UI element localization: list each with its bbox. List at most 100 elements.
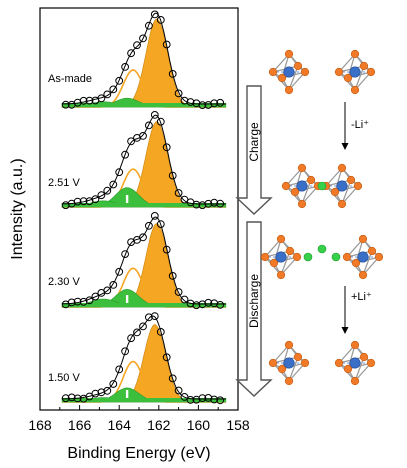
plot-frame xyxy=(39,7,239,411)
data-point xyxy=(180,295,189,304)
data-point xyxy=(150,111,159,119)
atom-orange xyxy=(260,252,270,262)
atom-orange xyxy=(358,234,368,244)
data-point xyxy=(210,198,219,207)
atom-blue xyxy=(283,357,295,369)
atom-orange xyxy=(284,85,294,95)
data-point xyxy=(115,267,124,276)
reaction-label: -Li⁺ xyxy=(351,119,369,131)
x-tick-label: 162 xyxy=(147,417,171,433)
y-axis-label: Intensity (a.u.) xyxy=(9,158,26,259)
atom-orange xyxy=(284,340,294,350)
structure-diagrams: -Li⁺ +Li⁺ xyxy=(260,49,384,386)
atom-orange xyxy=(359,61,369,71)
atom-green xyxy=(317,244,327,254)
data-point xyxy=(156,220,165,229)
data-point xyxy=(85,296,94,305)
atom-orange xyxy=(350,49,360,59)
reaction-arrow-1: -Li⁺ xyxy=(341,102,369,150)
baseline-band xyxy=(61,398,227,402)
data-point xyxy=(168,374,177,383)
process-arrow-2: Discharge xyxy=(235,221,273,397)
atom-orange xyxy=(277,73,287,83)
structure-pair xyxy=(260,234,384,280)
data-point xyxy=(127,334,136,343)
data-point xyxy=(150,10,159,19)
minor-peak-marker xyxy=(125,390,129,398)
data-point xyxy=(162,353,171,362)
data-point xyxy=(145,21,153,30)
atom-blue xyxy=(357,251,369,263)
data-point xyxy=(204,394,213,402)
data-point xyxy=(67,393,76,402)
data-point xyxy=(156,16,165,24)
data-point xyxy=(216,199,225,208)
data-point xyxy=(204,101,213,109)
data-point xyxy=(216,396,225,405)
atom-orange xyxy=(366,358,376,368)
spectrum-panel-2: 2.51 V xyxy=(48,111,227,210)
data-point xyxy=(150,312,159,321)
structure-pair xyxy=(281,163,363,209)
reaction-arrow-2: +Li⁺ xyxy=(341,286,372,334)
data-point xyxy=(103,90,112,99)
atom-orange xyxy=(337,163,347,173)
data-point xyxy=(61,100,70,109)
process-arrow-label: Discharge xyxy=(247,274,261,328)
atom-green xyxy=(303,252,313,262)
data-point xyxy=(186,98,195,106)
x-tick-label: 168 xyxy=(28,417,52,433)
atom-orange xyxy=(268,67,278,77)
data-point xyxy=(180,96,189,105)
atom-blue xyxy=(336,180,348,192)
data-point xyxy=(186,299,195,308)
data-point xyxy=(204,298,213,307)
atom-orange xyxy=(292,252,302,262)
data-point xyxy=(198,300,207,309)
atom-orange xyxy=(281,181,291,191)
atom-orange xyxy=(268,358,278,368)
x-tick-label: 158 xyxy=(226,417,250,433)
atom-orange xyxy=(277,364,287,374)
atom-orange xyxy=(290,187,300,197)
minor-peak-marker xyxy=(125,195,129,203)
data-point xyxy=(168,272,177,280)
atom-orange xyxy=(359,352,369,362)
data-point xyxy=(109,281,118,289)
panel-label: 1.50 V xyxy=(48,372,80,384)
x-axis-label: Binding Energy (eV) xyxy=(67,445,210,462)
data-point xyxy=(103,186,112,195)
process-arrow-label: Charge xyxy=(247,122,261,162)
data-point xyxy=(156,117,165,126)
x-tick-label: 160 xyxy=(187,417,211,433)
atom-orange xyxy=(343,73,353,83)
data-point xyxy=(121,347,129,356)
atom-orange xyxy=(334,358,344,368)
data-point xyxy=(192,301,201,310)
data-point xyxy=(139,233,147,242)
atom-orange xyxy=(337,199,347,209)
atom-orange xyxy=(350,340,360,350)
atom-orange xyxy=(293,352,303,362)
data-point xyxy=(91,195,100,204)
data-point xyxy=(139,132,147,140)
data-point xyxy=(61,394,70,403)
atom-orange xyxy=(343,364,353,374)
atom-blue xyxy=(296,180,308,192)
data-point xyxy=(210,395,219,404)
baseline-band xyxy=(61,103,227,107)
data-point xyxy=(121,250,129,259)
data-point xyxy=(85,96,94,105)
data-point xyxy=(73,197,82,206)
data-point xyxy=(97,388,106,397)
atom-blue xyxy=(349,357,361,369)
data-point xyxy=(168,171,177,180)
atom-orange xyxy=(300,358,310,368)
atom-blue xyxy=(275,251,287,263)
data-point xyxy=(204,199,213,208)
spectrum-panel-1: As-made xyxy=(48,10,227,109)
atom-orange xyxy=(285,246,295,256)
process-arrows: Charge Discharge xyxy=(235,85,273,397)
spectrum-panel-3: 2.30 V xyxy=(48,212,227,310)
